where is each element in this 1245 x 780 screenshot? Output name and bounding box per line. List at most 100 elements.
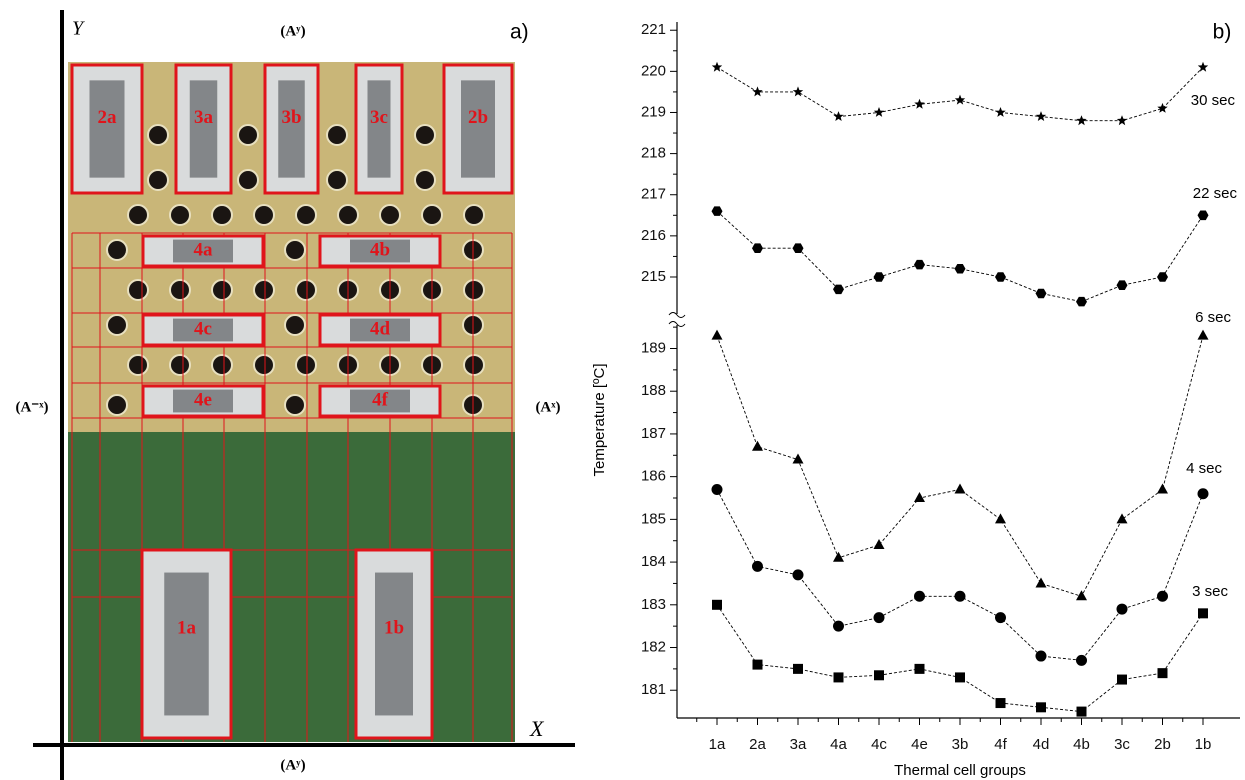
cell-texture [173, 318, 233, 342]
cell-label: 4f [372, 389, 389, 410]
y-tick-label: 221 [641, 21, 666, 38]
y-tick-label: 188 [641, 382, 666, 399]
x-tick-label: 1a [709, 736, 726, 753]
data-point [833, 551, 844, 562]
data-point [914, 259, 925, 270]
series-label: 22 sec [1193, 185, 1238, 202]
hole [379, 204, 401, 226]
hole [326, 169, 348, 191]
data-point [1116, 115, 1128, 126]
hole [237, 124, 259, 146]
x-tick-label: 4f [994, 736, 1007, 753]
hole [106, 314, 128, 336]
data-point [1117, 674, 1127, 685]
data-point [954, 264, 966, 274]
cell-label: 4d [370, 318, 391, 339]
series-line [716, 604, 1204, 713]
hole [463, 354, 485, 376]
data-point [1157, 102, 1168, 113]
data-point [954, 590, 966, 602]
data-point [873, 538, 885, 549]
cell-label: 3c [370, 107, 388, 128]
data-point [1035, 650, 1047, 662]
data-point [711, 483, 723, 495]
data-point [1035, 577, 1047, 588]
data-point [793, 663, 803, 674]
data-point [954, 94, 966, 105]
data-point [833, 672, 844, 683]
series-line [716, 210, 1204, 303]
data-point [711, 61, 723, 72]
data-point [792, 569, 804, 581]
cell-label: 2a [98, 107, 118, 128]
data-point [792, 86, 804, 97]
y-tick-label: 219 [641, 103, 666, 120]
hole [414, 124, 436, 146]
data-point [873, 612, 885, 624]
hole [147, 124, 169, 146]
data-point [792, 453, 804, 464]
panel-label: a) [510, 21, 529, 44]
series-label: 4 sec [1186, 460, 1222, 477]
series-line [716, 66, 1204, 122]
x-tick-label: 3a [790, 736, 807, 753]
data-point [752, 440, 763, 451]
hole [169, 279, 191, 301]
cell-texture [173, 239, 233, 263]
series-label: 6 sec [1195, 309, 1231, 326]
x-tick-label: 3c [1114, 736, 1130, 753]
hole [127, 204, 149, 226]
data-point [873, 272, 885, 282]
hole [253, 279, 275, 301]
hole [211, 204, 233, 226]
hole [284, 239, 306, 261]
data-point [995, 107, 1006, 117]
data-point [833, 620, 844, 632]
hole [253, 354, 275, 376]
data-point [1197, 488, 1209, 500]
data-point [792, 243, 804, 253]
data-point [752, 86, 763, 97]
hole [326, 124, 348, 146]
data-point [1116, 513, 1128, 524]
data-point [914, 590, 925, 602]
y-tick-label: 184 [641, 553, 666, 570]
hole [284, 394, 306, 416]
data-point [1116, 603, 1128, 615]
data-point [955, 672, 965, 683]
hole [169, 204, 191, 226]
data-point [1035, 288, 1047, 299]
y-tick-label: 186 [641, 468, 666, 485]
data-point [1076, 654, 1087, 666]
x-tick-label: 4a [830, 736, 847, 753]
data-point [1157, 483, 1168, 494]
panel-label: b) [1213, 21, 1232, 44]
hole [211, 354, 233, 376]
chart-panel: 181 182 183 184 185 186 187 188 189 215 216 217 218 2… [641, 21, 1240, 753]
data-point [752, 560, 763, 572]
data-point [1197, 329, 1209, 340]
data-point [1157, 668, 1168, 679]
x-tick-label: 4e [911, 736, 928, 753]
x-axis-title: Thermal cell groups [894, 762, 1026, 779]
hole [463, 204, 485, 226]
data-point [1076, 706, 1087, 717]
x-tick-label: 4b [1073, 736, 1090, 753]
cell-label: 3a [194, 107, 214, 128]
hole [295, 279, 317, 301]
hole [106, 239, 128, 261]
hole [169, 354, 191, 376]
data-point [1116, 280, 1128, 290]
cell-texture [350, 389, 410, 413]
data-point [995, 272, 1006, 282]
cell-texture [350, 239, 410, 263]
data-point [833, 284, 844, 295]
cell-texture [173, 389, 233, 413]
hole [421, 204, 443, 226]
cell-texture [367, 80, 391, 178]
data-point [711, 329, 723, 340]
data-point [712, 599, 722, 610]
data-point [1035, 111, 1047, 121]
